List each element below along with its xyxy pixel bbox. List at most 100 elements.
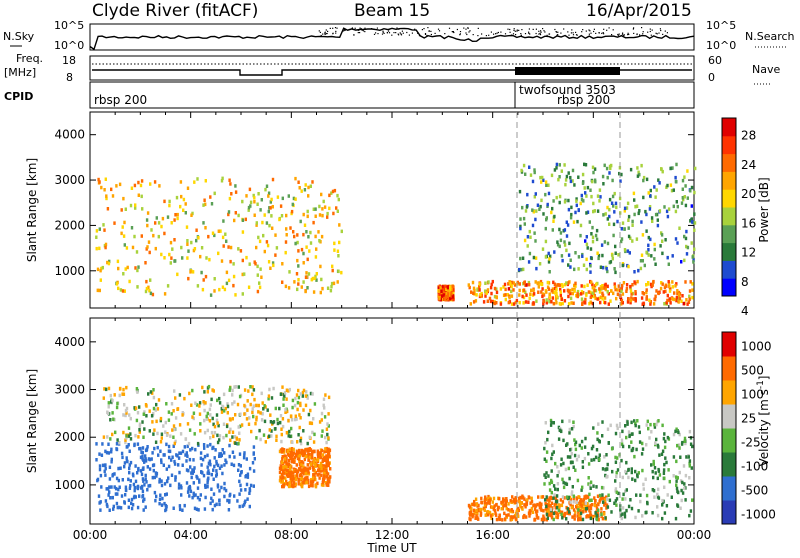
velocity-cell <box>675 427 678 431</box>
power-cell <box>333 248 336 252</box>
velocity-cell <box>124 485 128 489</box>
velocity-cell <box>278 478 282 483</box>
power-cell <box>591 285 595 290</box>
velocity-cell <box>133 494 136 499</box>
velocity-cell <box>299 401 302 406</box>
power-cell <box>614 244 617 249</box>
nave-tick-bottom: 0 <box>708 71 715 84</box>
power-cell <box>607 302 610 306</box>
power-cell <box>329 288 333 293</box>
power-cell <box>588 301 591 306</box>
velocity-cell <box>187 441 191 446</box>
velocity-cell <box>185 451 188 455</box>
velocity-cell <box>631 477 634 481</box>
power-cell <box>668 284 671 289</box>
power-cell <box>519 256 522 261</box>
power-cell <box>451 284 455 289</box>
velocity-cell <box>248 416 251 420</box>
power-cell <box>134 266 137 270</box>
power-cell <box>589 295 592 300</box>
nsearch-dot <box>424 33 427 35</box>
power-cell <box>469 302 472 306</box>
nsearch-dot <box>423 28 425 30</box>
power-cell <box>603 163 606 168</box>
velocity-cell <box>563 496 566 500</box>
velocity-cell <box>661 516 664 521</box>
nsearch-dot <box>320 34 322 37</box>
velocity-cell <box>254 421 257 426</box>
power-cell <box>672 204 675 209</box>
power-cell <box>284 240 288 244</box>
velocity-cell <box>174 396 177 400</box>
velocity-cell <box>661 498 664 503</box>
velocity-cell <box>475 514 478 518</box>
power-cell <box>243 272 246 276</box>
nsearch-dot <box>514 30 516 32</box>
velocity-cell <box>224 488 228 493</box>
power-cell <box>563 163 566 167</box>
velocity-cell <box>143 460 146 464</box>
velocity-cell <box>571 485 574 489</box>
power-cell <box>544 180 548 184</box>
velocity-cell <box>687 455 690 459</box>
velocity-cell <box>164 493 167 497</box>
power-cell <box>608 164 612 169</box>
power-cell <box>149 182 152 186</box>
velocity-cell <box>559 498 563 502</box>
velocity-cell <box>653 422 656 427</box>
velocity-cell <box>192 458 195 462</box>
power-cell <box>669 166 672 171</box>
power-cell <box>683 175 686 179</box>
velocity-cell <box>565 482 569 486</box>
power-cell <box>584 239 587 243</box>
power-cell <box>534 280 537 284</box>
velocity-cell <box>207 469 210 473</box>
power-cell <box>306 286 309 290</box>
power-cell <box>555 284 558 289</box>
velocity-cell <box>288 447 292 451</box>
velocity-cell <box>327 436 330 440</box>
power-cell <box>521 294 524 299</box>
power-cell <box>582 199 585 203</box>
velocity-cell <box>144 448 148 453</box>
power-cell <box>600 243 604 247</box>
power-cell <box>447 292 450 296</box>
velocity-cell <box>633 419 636 423</box>
nsearch-dot <box>361 29 363 31</box>
nsearch-dot <box>509 31 511 33</box>
power-cell <box>640 163 643 168</box>
velocity-cell <box>310 456 314 460</box>
velocity-cell <box>568 510 571 514</box>
power-cell <box>524 290 527 294</box>
velocity-cell <box>155 402 158 407</box>
velocity-cell <box>190 475 193 480</box>
power-cell <box>160 252 163 257</box>
nsearch-dot <box>371 28 373 30</box>
velocity-cell <box>133 406 136 410</box>
velocity-cell <box>552 517 555 522</box>
power-cell <box>508 295 511 300</box>
power-cell <box>691 255 694 259</box>
power-cell <box>117 286 120 291</box>
velocity-cell <box>645 493 649 498</box>
velocity-cell <box>113 393 116 397</box>
nsearch-dot <box>581 31 583 33</box>
velocity-cell <box>579 517 582 522</box>
power-cell <box>450 291 453 295</box>
velocity-cell <box>110 460 113 464</box>
power-cell <box>597 256 600 261</box>
power-cell <box>193 247 197 251</box>
velocity-cell <box>327 395 331 400</box>
power-cell <box>610 201 614 205</box>
velocity-cell <box>540 517 544 522</box>
nsearch-dot <box>427 27 429 29</box>
power-cell <box>542 212 545 216</box>
nsearch-dot <box>448 27 451 29</box>
velocity-cell <box>630 420 633 425</box>
nsearch-dot <box>359 27 361 29</box>
power-cell <box>510 294 514 298</box>
velocity-cell <box>270 396 274 400</box>
power-cell <box>281 262 284 266</box>
velocity-cell <box>211 507 214 512</box>
power-cell <box>186 239 189 243</box>
